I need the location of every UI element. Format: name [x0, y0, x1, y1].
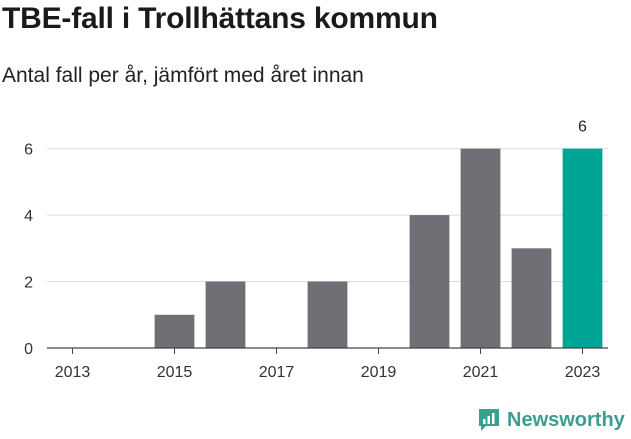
x-tick-label: 2017 — [259, 364, 295, 381]
bar-2023 — [562, 148, 603, 348]
chart-subtitle: Antal fall per år, jämfört med året inna… — [2, 64, 364, 87]
bar-2020 — [409, 215, 450, 348]
x-tick-label: 2021 — [463, 364, 499, 381]
x-tick-label: 2023 — [565, 364, 601, 381]
x-tick-label: 2013 — [55, 364, 91, 381]
newsworthy-logo-icon — [479, 409, 499, 431]
y-tick-label: 0 — [24, 341, 33, 358]
y-tick-label: 4 — [24, 208, 33, 225]
bar-2018 — [307, 281, 348, 348]
x-tick-label: 2015 — [157, 364, 193, 381]
brand-logo: Newsworthy — [477, 407, 625, 433]
y-tick-label: 2 — [24, 275, 33, 292]
y-tick-label: 6 — [24, 142, 33, 159]
bar-2016 — [205, 281, 246, 348]
x-tick-label: 2019 — [361, 364, 397, 381]
bar-2015 — [154, 314, 195, 348]
brand-name: Newsworthy — [507, 408, 625, 431]
bar-2022 — [511, 248, 552, 348]
bar-2021 — [460, 148, 501, 348]
data-label-2023: 6 — [578, 119, 587, 136]
chart-title: TBE-fall i Trollhättans kommun — [2, 2, 438, 35]
